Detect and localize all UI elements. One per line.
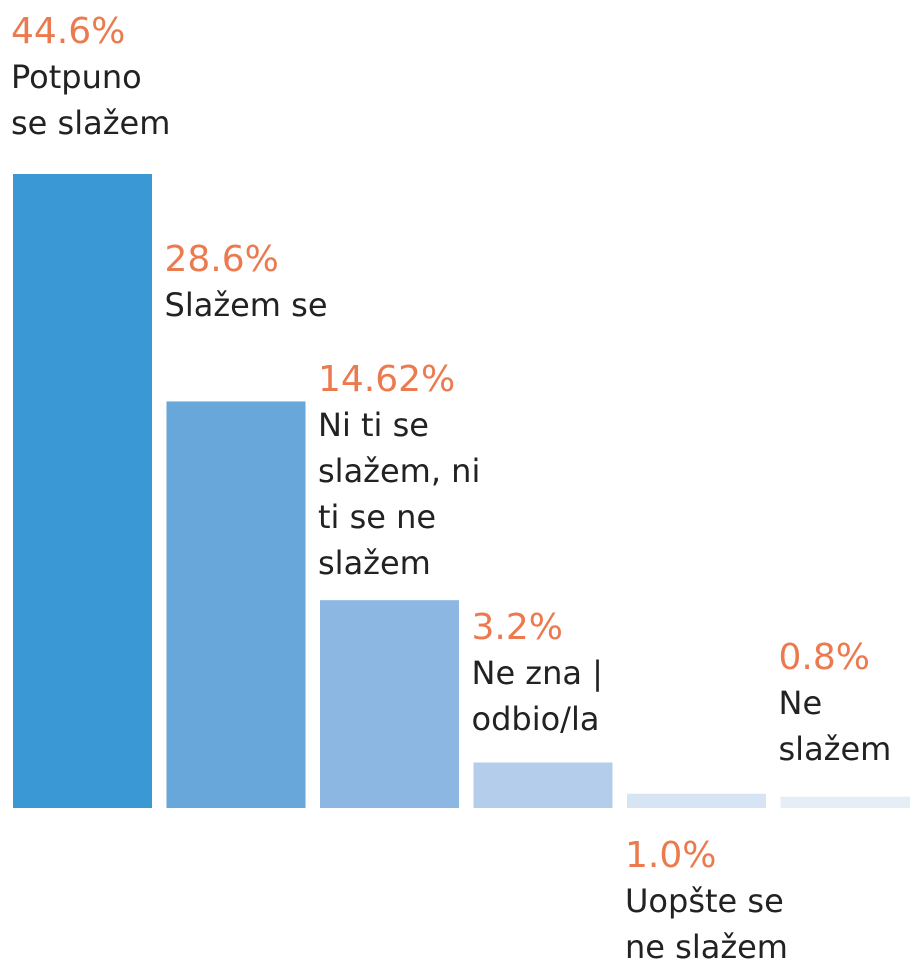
value-label: 0.8% [779, 636, 897, 680]
bar-label: 44.6%Potpuno se slažem [11, 10, 186, 146]
category-label: Ni ti se slažem, ni ti se ne slažem [318, 402, 488, 586]
value-label: 44.6% [11, 10, 186, 54]
value-label: 1.0% [625, 834, 810, 878]
category-label: Ne zna | odbio/la [472, 650, 632, 742]
value-label: 3.2% [472, 606, 632, 650]
bar [627, 794, 766, 808]
bar-label: 1.0%Uopšte se ne slažem [625, 834, 810, 970]
category-label: Uopšte se ne slažem [625, 878, 810, 970]
category-label: Potpuno se slažem [11, 54, 186, 146]
bar [13, 174, 152, 808]
category-label: Slažem se [165, 282, 365, 328]
bar [320, 600, 459, 808]
bar [474, 763, 613, 808]
bar [781, 797, 910, 808]
bar-label: 14.62%Ni ti se slažem, ni ti se ne slaže… [318, 358, 488, 586]
category-label: Ne slažem [779, 680, 897, 772]
bar-label: 28.6%Slažem se [165, 238, 365, 328]
bar-label: 0.8%Ne slažem [779, 636, 897, 772]
bar-label: 3.2%Ne zna | odbio/la [472, 606, 632, 742]
value-label: 28.6% [165, 238, 365, 282]
value-label: 14.62% [318, 358, 488, 402]
bar [167, 401, 306, 808]
